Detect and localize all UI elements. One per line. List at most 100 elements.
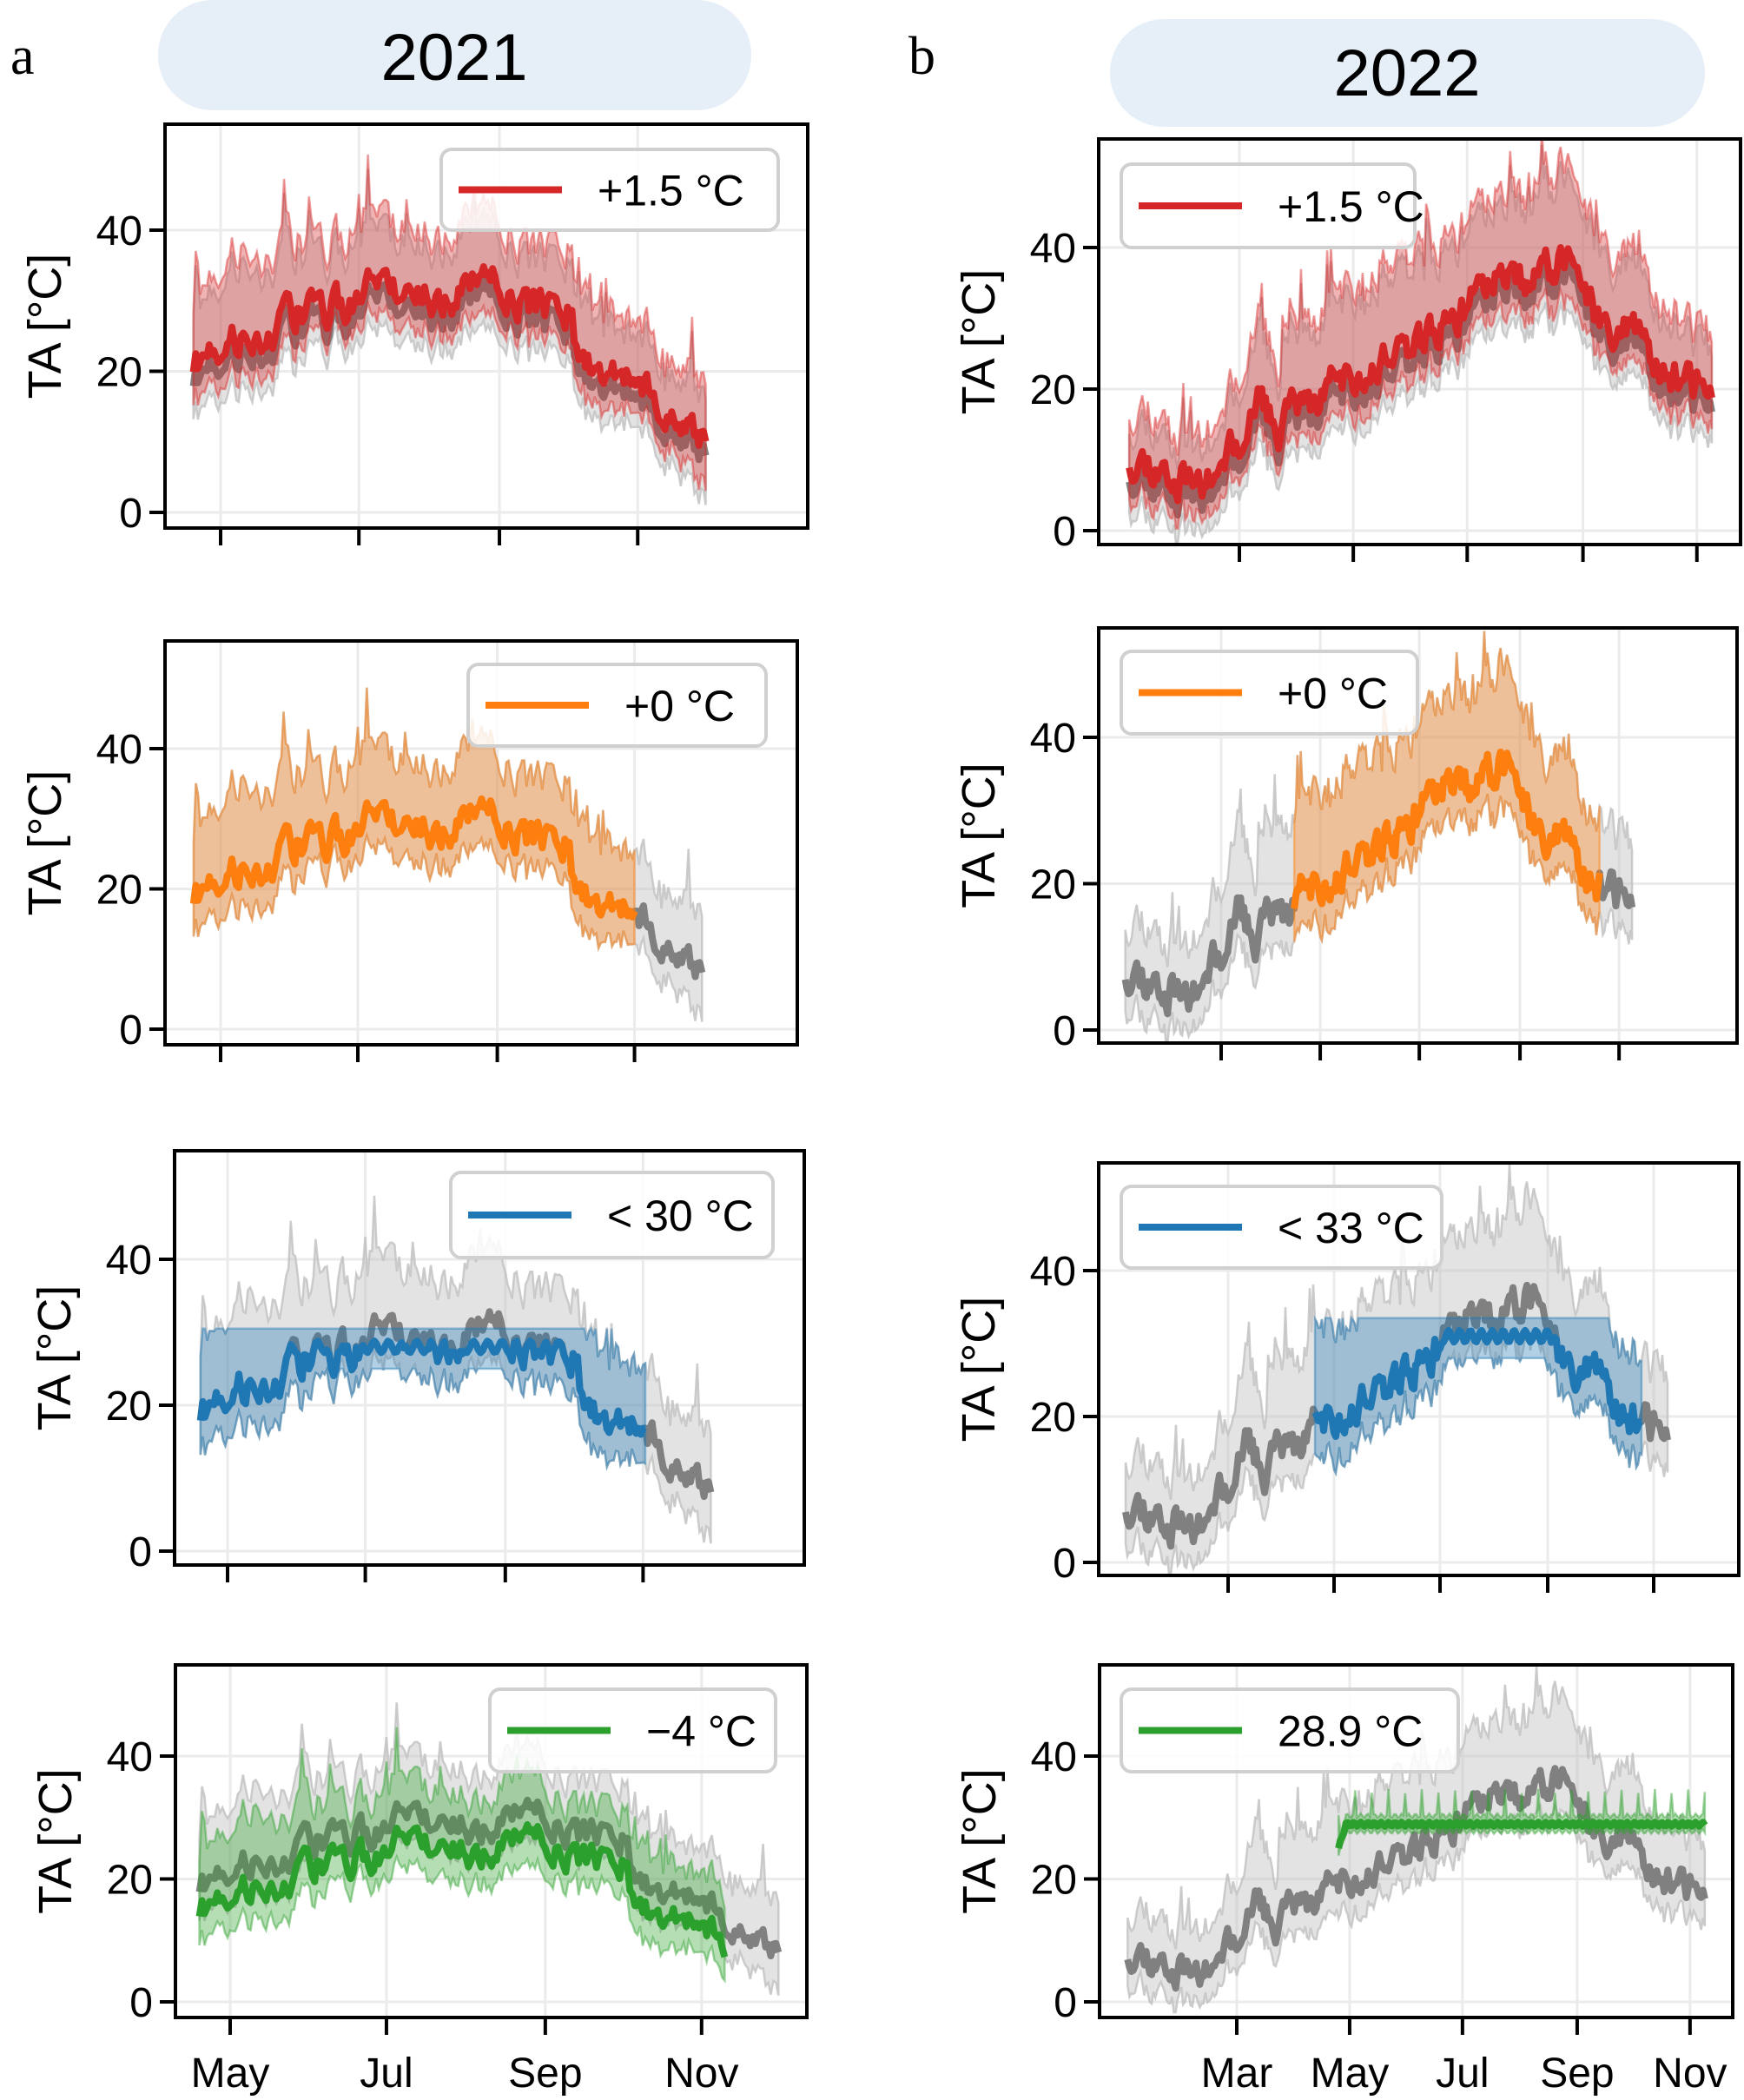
axes-frame <box>1098 1663 1734 2019</box>
legend: +1.5 °C <box>439 148 780 232</box>
legend: < 33 °C <box>1120 1185 1443 1270</box>
year-title-2021: 2021 <box>380 21 527 95</box>
plot-area <box>1121 631 1636 1043</box>
x-tick-label-nov: Nov <box>1653 2050 1727 2097</box>
panel-label-b: b <box>908 27 935 86</box>
y-tick-label: 40 <box>1030 226 1076 272</box>
y-tick-label: 0 <box>129 1529 152 1575</box>
scenario-mean-line <box>1126 244 1715 505</box>
legend-box <box>1120 162 1417 249</box>
legend-box <box>466 663 768 748</box>
plot-area <box>1126 139 1715 545</box>
legend-box <box>488 1687 777 1773</box>
y-tick-label: 0 <box>119 1007 142 1053</box>
scenario-range-band <box>192 154 707 492</box>
y-axis-label: TA [°C] <box>954 1768 1006 1914</box>
panel-b2: 0 20 40 TA [°C] +0 °C <box>953 626 1739 1060</box>
legend-label: < 30 °C <box>607 1192 754 1240</box>
plot-area <box>189 154 710 505</box>
plot-area <box>195 1702 783 1996</box>
legend-label: < 33 °C <box>1278 1204 1424 1252</box>
scenario-mean-line <box>196 1337 647 1438</box>
panel-label-a: a <box>10 27 35 86</box>
y-tick-label: 20 <box>1030 1395 1076 1441</box>
y-tick-label: 40 <box>1030 716 1076 762</box>
y-tick-label: 40 <box>96 208 142 254</box>
y-axis-label: TA [°C] <box>30 1768 82 1914</box>
legend: < 30 °C <box>449 1171 775 1259</box>
legend: +0 °C <box>1120 650 1419 736</box>
x-tick-label-nov: Nov <box>664 2050 738 2097</box>
legend-label: +0 °C <box>1278 670 1388 718</box>
year-title-pill-2021 <box>158 0 751 110</box>
axes-frame <box>174 1663 809 2019</box>
panel-a1: 0 20 40 TA [°C] +1.5 °C <box>19 122 809 545</box>
plot-area <box>196 1195 715 1544</box>
y-tick-label: 20 <box>96 868 142 914</box>
x-tick-label-jul: Jul <box>1436 2050 1489 2097</box>
y-axis-label: TA [°C] <box>29 1285 81 1431</box>
y-axis-label: TA [°C] <box>953 269 1005 415</box>
panel-b4: 0 20 40 TA [°C] Mar May Jul Sep Nov 28.9 °C <box>954 1663 1734 2097</box>
axes-frame <box>163 639 799 1047</box>
y-tick-label: 0 <box>1053 1008 1076 1054</box>
legend: 28.9 °C <box>1120 1687 1460 1773</box>
y-tick-label: 0 <box>1054 1980 1077 2026</box>
legend: +1.5 °C <box>1120 162 1424 249</box>
observed-mean-line <box>195 1796 783 1960</box>
observed-range-band <box>192 687 704 1022</box>
y-tick-label: 40 <box>106 1238 152 1284</box>
legend-label: +1.5 °C <box>598 167 744 215</box>
x-tick-label-mar: Mar <box>1201 2050 1273 2097</box>
plot-area <box>1122 1164 1671 1575</box>
y-axis-label: TA [°C] <box>953 763 1005 908</box>
x-tick-label-jul: Jul <box>360 2050 413 2097</box>
y-tick-label: 20 <box>1030 367 1076 413</box>
plot-area <box>1124 1667 1708 2014</box>
y-axis-label: TA [°C] <box>19 770 71 916</box>
legend-label: −4 °C <box>646 1707 756 1756</box>
axes-frame <box>1097 137 1742 546</box>
y-tick-label: 0 <box>129 1980 153 2026</box>
panel-a2: 0 20 40 TA [°C] +0 °C <box>19 639 799 1062</box>
x-tick-label-sep: Sep <box>1540 2050 1614 2097</box>
axes-frame <box>1097 1161 1741 1577</box>
y-tick-label: 40 <box>96 727 142 773</box>
x-tick-label-may: May <box>1311 2050 1390 2097</box>
scenario-mean-line <box>189 795 638 921</box>
y-tick-label: 20 <box>107 1858 153 1904</box>
panel-a4: 0 20 40 TA [°C] May Jul Sep Nov −4 °C <box>30 1663 809 2097</box>
y-tick-label: 0 <box>1053 1541 1076 1587</box>
axes-frame <box>163 122 809 530</box>
plot-area <box>189 687 706 1022</box>
legend: +0 °C <box>466 663 768 748</box>
y-tick-label: 20 <box>1030 862 1076 908</box>
legend-box <box>439 148 780 232</box>
scenario-mean-line <box>1335 1819 1708 1850</box>
observed-range-band <box>199 1195 712 1544</box>
y-tick-label: 0 <box>1053 509 1076 555</box>
legend-box <box>1120 1687 1460 1773</box>
axes-frame <box>173 1149 806 1567</box>
observed-mean-line <box>1124 1765 1708 1992</box>
y-axis-label: TA [°C] <box>19 254 71 400</box>
scenario-mean-line <box>1311 1326 1643 1440</box>
x-tick-label-sep: Sep <box>508 2050 582 2097</box>
panel-b3: 0 20 40 TA [°C] < 33 °C <box>953 1161 1741 1593</box>
observed-range-band <box>192 168 707 505</box>
legend-label: 28.9 °C <box>1278 1707 1423 1756</box>
legend-label: +1.5 °C <box>1278 182 1424 231</box>
y-tick-label: 40 <box>1030 1249 1076 1295</box>
legend-box <box>1120 1185 1443 1270</box>
y-tick-label: 20 <box>1031 1858 1077 1904</box>
scenario-mean-line <box>195 1821 729 1958</box>
scenario-mean-line <box>1291 748 1603 909</box>
y-tick-label: 0 <box>119 491 142 537</box>
year-title-2022: 2022 <box>1333 36 1480 110</box>
y-tick-label: 20 <box>106 1383 152 1430</box>
legend-label: +0 °C <box>624 682 735 730</box>
y-tick-label: 20 <box>96 350 142 396</box>
y-tick-label: 40 <box>107 1734 153 1780</box>
panel-a3: 0 20 40 TA [°C] < 30 °C <box>29 1149 806 1582</box>
